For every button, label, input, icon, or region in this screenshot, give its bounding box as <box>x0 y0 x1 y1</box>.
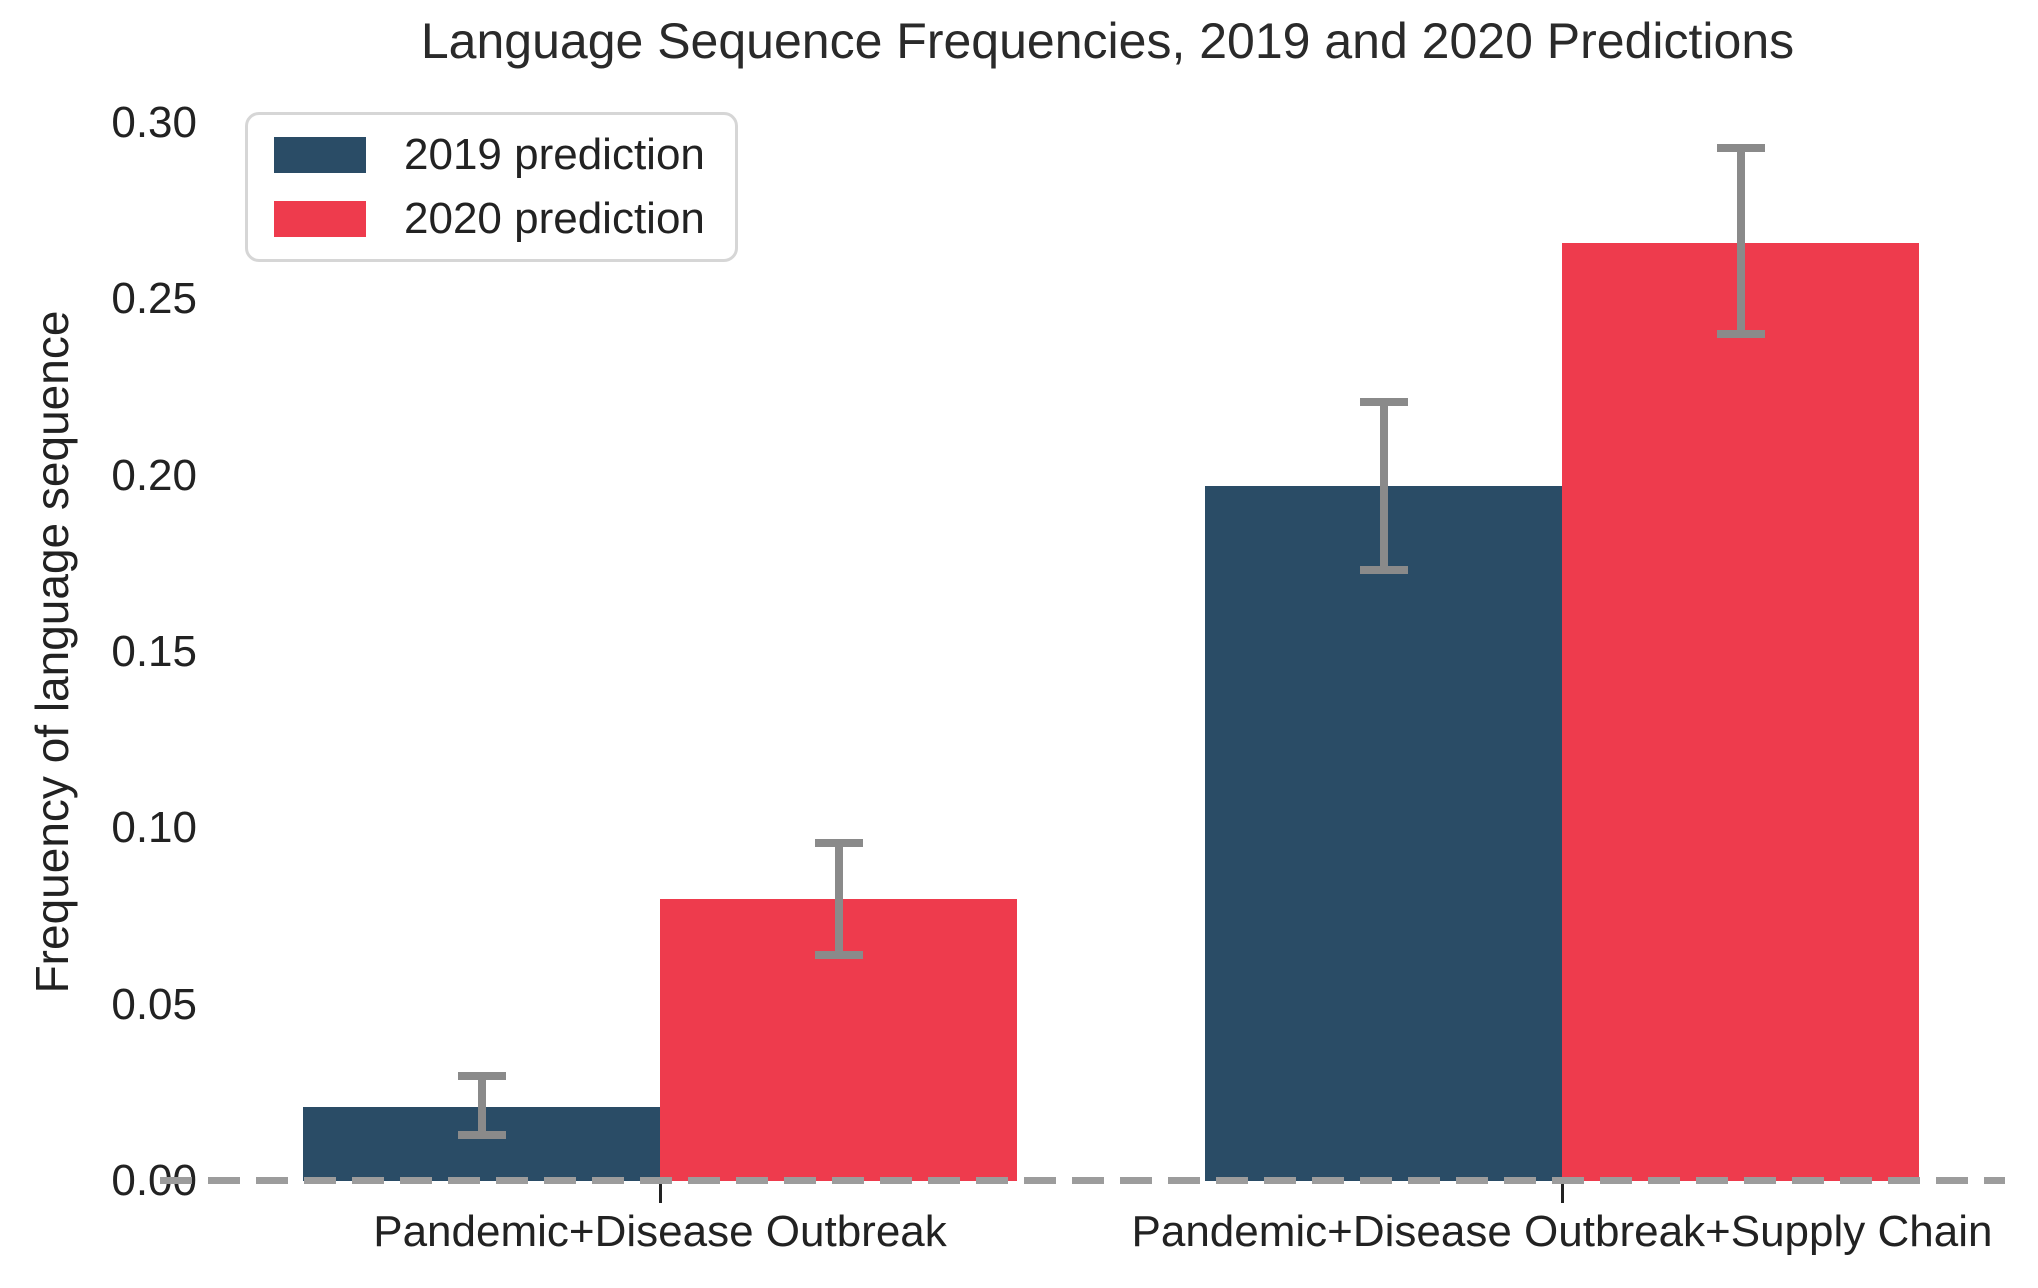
legend-item: 2019 prediction <box>274 127 705 183</box>
chart-title: Language Sequence Frequencies, 2019 and … <box>420 13 1795 69</box>
error-bar <box>457 1071 506 1139</box>
y-tick-label: 0.15 <box>111 627 197 676</box>
error-bar-cap <box>814 838 863 847</box>
y-tick-label: 0.10 <box>111 803 197 853</box>
legend-swatch <box>274 201 366 237</box>
x-tick-label: Pandemic+Disease Outbreak+Supply Chain <box>1131 1207 1993 1256</box>
bar-2019-prediction <box>1205 486 1562 1181</box>
error-bar <box>814 838 863 959</box>
error-bar-stem <box>834 838 843 959</box>
error-bar <box>1359 398 1408 575</box>
zero-dashed-line <box>160 1177 2005 1184</box>
error-bar-cap <box>1359 398 1408 407</box>
legend-label: 2019 prediction <box>404 130 705 179</box>
error-bar-cap <box>1359 566 1408 575</box>
bar-2020-prediction <box>1562 242 1919 1181</box>
x-tick-mark <box>659 1181 662 1203</box>
error-bar-cap <box>1716 144 1765 153</box>
error-bar-stem <box>1736 144 1745 339</box>
error-bar <box>1716 144 1765 339</box>
legend-swatch <box>274 137 366 173</box>
error-bar-cap <box>1716 330 1765 339</box>
x-tick-mark <box>1561 1181 1564 1203</box>
error-bar-cap <box>457 1071 506 1080</box>
error-bar-cap <box>814 950 863 959</box>
error-bar-stem <box>477 1071 486 1139</box>
x-tick-label: Pandemic+Disease Outbreak <box>373 1207 947 1256</box>
plot-area: 0.00 0.05 0.10 0.15 0.20 0.25 0.30 Pandemic+Dis… <box>111 98 2005 1256</box>
legend-item: 2020 prediction <box>274 191 705 247</box>
legend-label: 2020 prediction <box>404 194 705 243</box>
y-tick-label: 0.05 <box>111 979 197 1029</box>
error-bar-cap <box>457 1130 506 1139</box>
error-bar-stem <box>1379 398 1388 575</box>
legend: 2019 prediction 2020 prediction <box>245 112 738 262</box>
y-tick-label: 0.25 <box>111 274 197 324</box>
y-tick-label: 0.30 <box>111 98 197 147</box>
y-tick-label: 0.20 <box>111 450 197 500</box>
